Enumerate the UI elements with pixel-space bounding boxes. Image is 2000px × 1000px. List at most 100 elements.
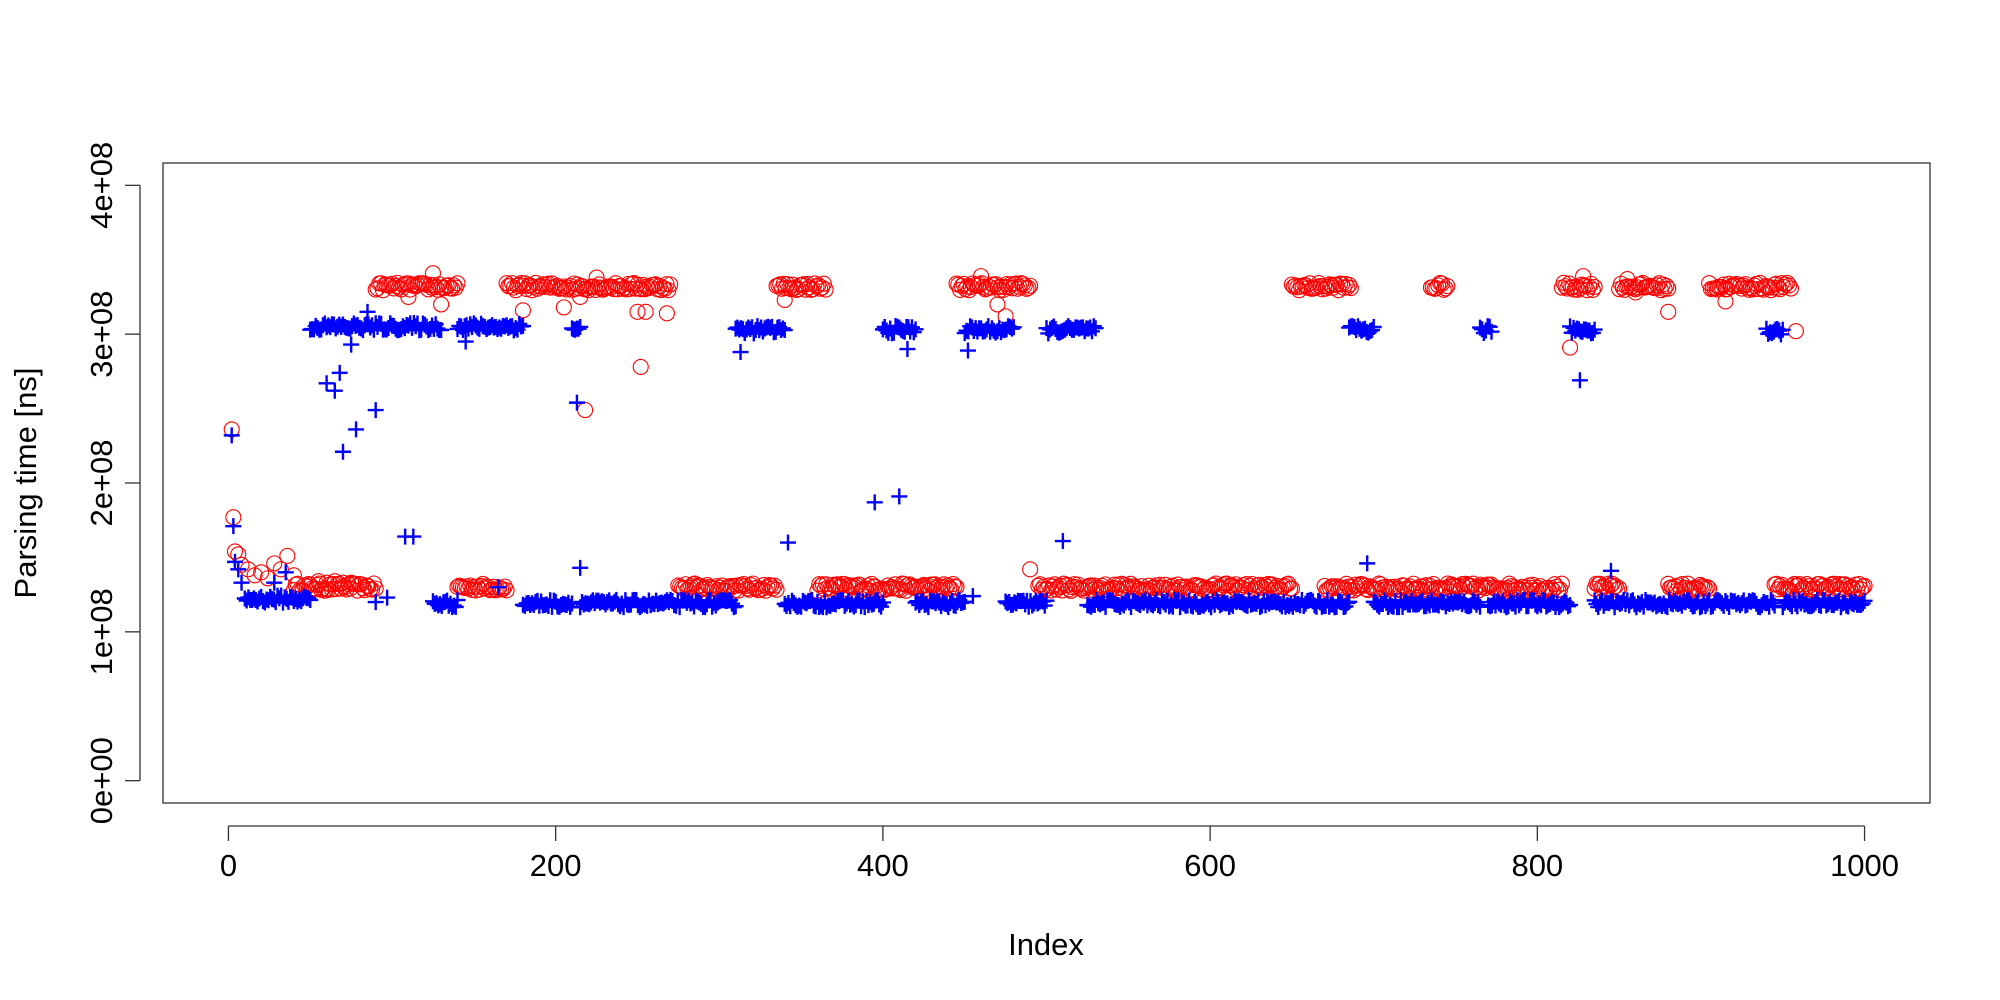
data-point-plus [367, 402, 384, 419]
data-point-circle [285, 567, 302, 584]
y-tick-label: 2e+08 [84, 439, 119, 526]
data-point-circle [759, 579, 776, 596]
data-point-plus [572, 318, 589, 335]
data-point-plus [405, 528, 422, 545]
data-point-plus [871, 596, 888, 613]
data-point-circle [1779, 274, 1796, 291]
data-point-plus [779, 534, 796, 551]
data-point-circle [808, 278, 825, 295]
data-point-circle [1018, 280, 1035, 297]
data-point-plus [1365, 318, 1382, 335]
data-point-circle [815, 275, 832, 292]
data-point-circle [1117, 576, 1134, 594]
data-point-circle [400, 288, 417, 306]
y-axis-title: Parsing time [ns] [8, 368, 43, 599]
data-point-circle [1693, 578, 1711, 595]
data-point-plus [277, 564, 294, 581]
data-point-plus [1363, 322, 1380, 339]
data-point-circle [1070, 576, 1087, 593]
data-point-circle [817, 281, 834, 298]
data-point-circle [1627, 284, 1644, 301]
data-point-circle [436, 279, 453, 296]
data-point-circle [1336, 582, 1353, 599]
data-point-circle [1439, 277, 1456, 295]
data-point-plus [905, 324, 922, 341]
data-point-plus [724, 595, 741, 612]
data-point-circle [737, 577, 754, 594]
data-point-circle [1709, 281, 1726, 298]
data-point-circle [1717, 293, 1734, 310]
data-point-circle [1546, 576, 1563, 593]
x-axis: 0 200 400 600 800 1000 [220, 825, 1899, 883]
data-point-circle [813, 279, 831, 296]
data-point-plus [572, 559, 589, 576]
data-point-plus [1774, 321, 1791, 338]
data-point-plus [1359, 555, 1376, 572]
data-point-circle [445, 277, 462, 294]
data-point-plus [511, 315, 528, 332]
data-point-plus [1586, 321, 1603, 338]
data-point-circle [1108, 580, 1125, 597]
data-point-plus [1085, 318, 1102, 335]
data-point-plus [429, 320, 446, 337]
data-point-circle [351, 576, 368, 593]
data-point-circle [812, 280, 829, 297]
data-point-circle [1575, 268, 1592, 285]
data-point-circle [1014, 275, 1032, 292]
data-point-circle [343, 574, 360, 591]
data-point-circle [572, 288, 589, 306]
data-point-circle [1251, 576, 1268, 593]
y-tick-label: 4e+08 [84, 142, 119, 229]
data-point-circle [1020, 279, 1037, 296]
data-point-circle [1022, 561, 1039, 578]
data-point-circle [1660, 303, 1677, 320]
data-point-circle [982, 279, 999, 296]
data-point-circle [424, 265, 442, 282]
data-point-circle [433, 296, 450, 313]
data-point-circle [453, 578, 470, 595]
plot-box [162, 162, 1931, 804]
data-point-circle [1341, 276, 1358, 293]
data-point-circle [1586, 278, 1603, 296]
data-point-circle [1800, 578, 1817, 595]
data-point-plus [1087, 320, 1104, 337]
data-point-circle [318, 574, 335, 591]
data-point-circle [939, 577, 956, 594]
data-point-circle [1619, 271, 1636, 288]
data-point-plus [1562, 596, 1579, 613]
data-point-plus [233, 574, 250, 591]
data-point-plus [1854, 595, 1871, 612]
data-point-plus [359, 303, 376, 320]
data-point-plus [907, 321, 924, 338]
data-point-plus [774, 320, 791, 337]
data-point-circle [1597, 578, 1614, 595]
x-tick-label: 800 [1511, 848, 1563, 883]
series-blue-pluses [223, 303, 1873, 616]
data-point-plus [964, 588, 981, 605]
data-point-plus [732, 344, 749, 361]
data-point-circle [1215, 577, 1232, 594]
data-point-plus [568, 394, 585, 411]
data-point-plus [776, 322, 793, 339]
y-axis: 0e+00 1e+08 2e+08 3e+08 4e+08 [84, 142, 141, 824]
data-point-plus [1571, 372, 1588, 389]
data-point-circle [1770, 279, 1787, 296]
data-point-plus [1003, 320, 1020, 337]
data-point-plus [899, 341, 916, 358]
data-point-circle [1552, 581, 1569, 598]
data-point-circle [588, 269, 605, 286]
data-point-circle [1590, 576, 1607, 593]
data-point-circle [1562, 339, 1579, 356]
data-point-circle [752, 581, 769, 599]
data-point-circle [1202, 581, 1219, 598]
data-point-circle [1483, 576, 1500, 593]
data-point-plus [447, 598, 464, 615]
data-point-circle [757, 582, 774, 599]
data-point-plus [959, 342, 976, 359]
data-point-plus [570, 320, 587, 337]
data-point-circle [944, 575, 961, 593]
data-point-plus [326, 382, 343, 399]
data-point-circle [989, 296, 1006, 313]
data-point-circle [1205, 577, 1223, 594]
